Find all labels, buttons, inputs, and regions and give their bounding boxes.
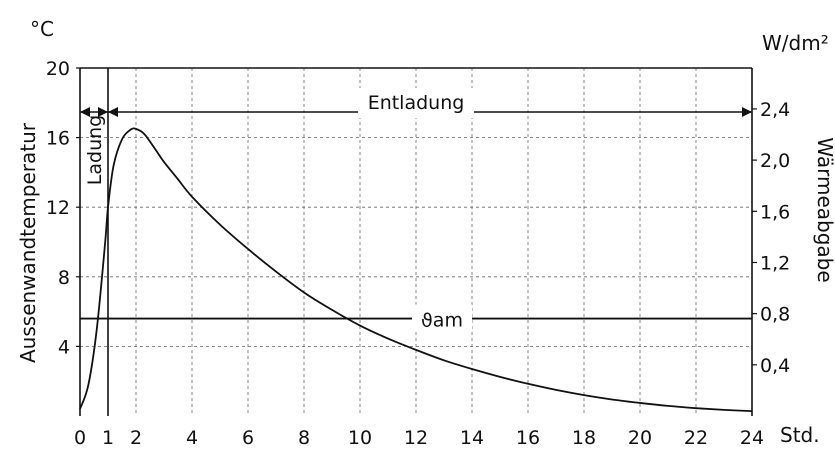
x-tick-label: 24 bbox=[740, 427, 764, 449]
x-tick-label: 8 bbox=[298, 427, 310, 449]
x-tick-label: 16 bbox=[516, 427, 540, 449]
phase-arrowhead-left bbox=[80, 107, 90, 117]
plot-frame bbox=[79, 67, 753, 416]
x-tick-label: 12 bbox=[404, 427, 428, 449]
x-tick-label: 10 bbox=[348, 427, 372, 449]
x-tick-label: 2 bbox=[130, 427, 142, 449]
mean-temperature-label: ϑam bbox=[421, 310, 463, 332]
annotations: ϑam Ladung Entladung bbox=[80, 88, 752, 332]
phase-label-background bbox=[358, 88, 474, 118]
x-unit: Std. bbox=[780, 423, 820, 447]
right-y-axis-label: Wärmeabgabe bbox=[813, 137, 835, 282]
x-tick-label: 14 bbox=[460, 427, 484, 449]
right-y-tick-labels: 0,4 0,8 1,2 1,6 2,0 2,4 bbox=[752, 99, 790, 377]
x-tick-label: 20 bbox=[628, 427, 652, 449]
x-tick-label: 6 bbox=[242, 427, 254, 449]
phase-arrowhead-right bbox=[742, 107, 752, 117]
mean-label-background bbox=[412, 304, 472, 331]
x-tick-label: 0 bbox=[74, 427, 86, 449]
x-tick-label: 22 bbox=[684, 427, 708, 449]
right-y-tick-label: 0,8 bbox=[760, 304, 790, 326]
phase-label-charge: Ladung bbox=[84, 115, 106, 185]
right-y-tick-label: 2,4 bbox=[760, 99, 790, 121]
left-y-tick-label: 8 bbox=[58, 267, 70, 289]
right-y-tick-label: 1,6 bbox=[760, 201, 790, 223]
left-y-axis-label: Aussenwandtemperatur bbox=[16, 122, 40, 363]
right-y-tick-label: 1,2 bbox=[760, 252, 790, 274]
left-y-tick-label: 12 bbox=[46, 197, 70, 219]
temperature-curve bbox=[79, 127, 753, 413]
left-y-unit: °C bbox=[30, 17, 54, 41]
left-y-tick-label: 16 bbox=[46, 128, 70, 150]
phase-label-discharge: Entladung bbox=[368, 92, 465, 114]
x-tick-labels: 0 1 2 4 6 8 10 12 14 16 18 20 22 24 bbox=[74, 427, 764, 449]
left-y-tick-labels: 4 8 12 16 20 bbox=[46, 58, 80, 358]
right-y-tick-label: 0,4 bbox=[760, 355, 790, 377]
left-y-tick-label: 4 bbox=[58, 336, 70, 358]
series-group bbox=[79, 127, 753, 413]
phase-arrowhead-left bbox=[108, 107, 118, 117]
right-y-unit: W/dm² bbox=[762, 31, 829, 55]
x-tick-label: 1 bbox=[102, 427, 114, 449]
x-tick-label: 18 bbox=[572, 427, 596, 449]
left-y-tick-label: 20 bbox=[46, 58, 70, 80]
right-y-tick-label: 2,0 bbox=[760, 150, 790, 172]
x-tick-label: 4 bbox=[186, 427, 198, 449]
phase-arrowhead-right bbox=[98, 107, 108, 117]
grid bbox=[80, 68, 752, 416]
